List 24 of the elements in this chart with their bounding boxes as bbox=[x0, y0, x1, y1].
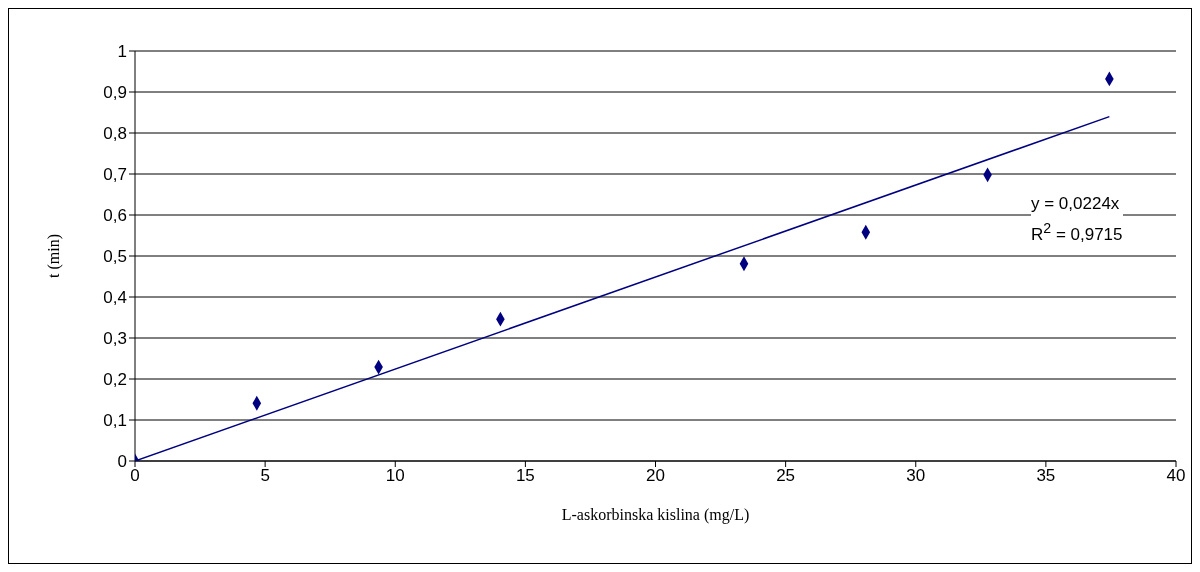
annotation: R$^{2}$ = 0,9715 bbox=[1031, 219, 1123, 246]
x-tick-label: 0 bbox=[130, 466, 140, 486]
x-tick-label: 10 bbox=[385, 466, 405, 486]
y-tick-label: 0,5 bbox=[103, 247, 127, 267]
y-tick-label: 1 bbox=[117, 42, 127, 62]
y-tick-label: 0,1 bbox=[103, 411, 127, 431]
y-tick-label: 0,8 bbox=[103, 124, 127, 144]
x-tick-label: 20 bbox=[646, 466, 665, 486]
x-tick-label: 5 bbox=[260, 466, 270, 486]
x-tick-label: 15 bbox=[515, 466, 535, 486]
y-tick-label: 0,6 bbox=[103, 206, 127, 226]
y-tick-label: 0,4 bbox=[103, 288, 127, 308]
x-tick-label: 25 bbox=[776, 466, 796, 486]
y-tick-label: 0,3 bbox=[103, 329, 127, 349]
y-tick-label: 0,9 bbox=[103, 83, 127, 103]
annotation: y = 0,0224x bbox=[1031, 193, 1121, 215]
y-axis-title: t (min) bbox=[44, 234, 63, 278]
y-tick-label: 0,2 bbox=[103, 370, 127, 390]
x-tick-label: 35 bbox=[1036, 466, 1056, 486]
x-tick-label: 30 bbox=[906, 466, 926, 486]
y-tick-label: 0,7 bbox=[103, 165, 127, 185]
x-tick-label: 40 bbox=[1166, 466, 1186, 486]
x-axis-title: L-askorbinska kislina (mg/L) bbox=[561, 506, 750, 525]
y-tick-label: 0 bbox=[117, 452, 127, 472]
